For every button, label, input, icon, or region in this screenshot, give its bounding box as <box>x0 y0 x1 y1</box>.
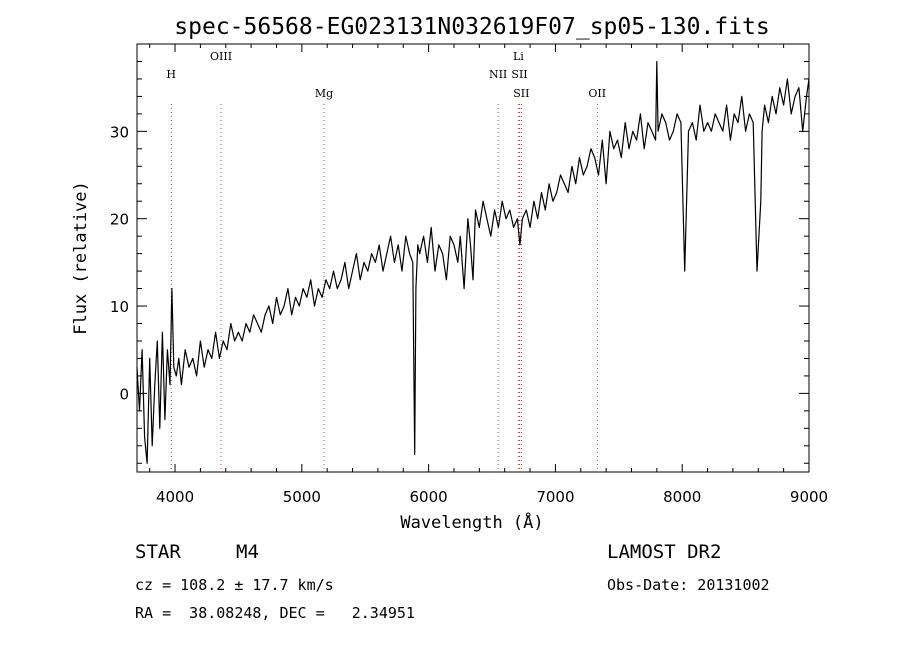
plot-frame <box>136 43 810 473</box>
spectrum-series-0 <box>136 60 810 464</box>
chart-title: spec-56568-EG023131N032619F07_sp05-130.f… <box>174 14 769 40</box>
spectral-line-label-2: Mg <box>315 87 333 100</box>
y-tick-label-3: 30 <box>110 123 129 141</box>
spectral-line-label-6: SII <box>513 87 529 100</box>
spectral-line-label-5: SII <box>511 68 527 81</box>
y-tick-label-0: 0 <box>119 385 129 403</box>
y-tick-label-2: 20 <box>110 211 129 229</box>
x-tick-label-0: 4000 <box>156 488 194 506</box>
spectral-line-label-7: OII <box>588 87 606 100</box>
observation-date: Obs-Date: 20131002 <box>607 576 770 594</box>
sky-coordinates: RA = 38.08248, DEC = 2.34951 <box>135 604 415 622</box>
survey-name: LAMOST DR2 <box>607 541 722 563</box>
axes: 4000 5000 6000 7000 8000 9000 0 10 20 30 <box>110 44 828 506</box>
object-subclass: M4 <box>236 541 259 563</box>
redshift-velocity: cz = 108.2 ± 17.7 km/s <box>135 576 334 594</box>
spectral-line-label-1: OIII <box>210 50 232 63</box>
spectral-line-label-4: Li <box>513 50 524 63</box>
x-tick-label-1: 5000 <box>283 488 321 506</box>
plot-area: H OIII Mg NII Li SII SII OII <box>136 50 810 472</box>
x-axis-label: Wavelength (Å) <box>400 511 543 533</box>
x-tick-label-5: 9000 <box>790 488 828 506</box>
y-tick-label-1: 10 <box>110 298 129 316</box>
x-tick-label-2: 6000 <box>410 488 448 506</box>
spectral-line-label-0: H <box>166 68 176 81</box>
x-tick-label-3: 7000 <box>536 488 574 506</box>
x-tick-label-4: 8000 <box>663 488 701 506</box>
object-class: STAR <box>135 541 181 563</box>
spectral-line-label-3: NII <box>489 68 507 81</box>
y-axis-label: Flux (relative) <box>71 181 91 335</box>
